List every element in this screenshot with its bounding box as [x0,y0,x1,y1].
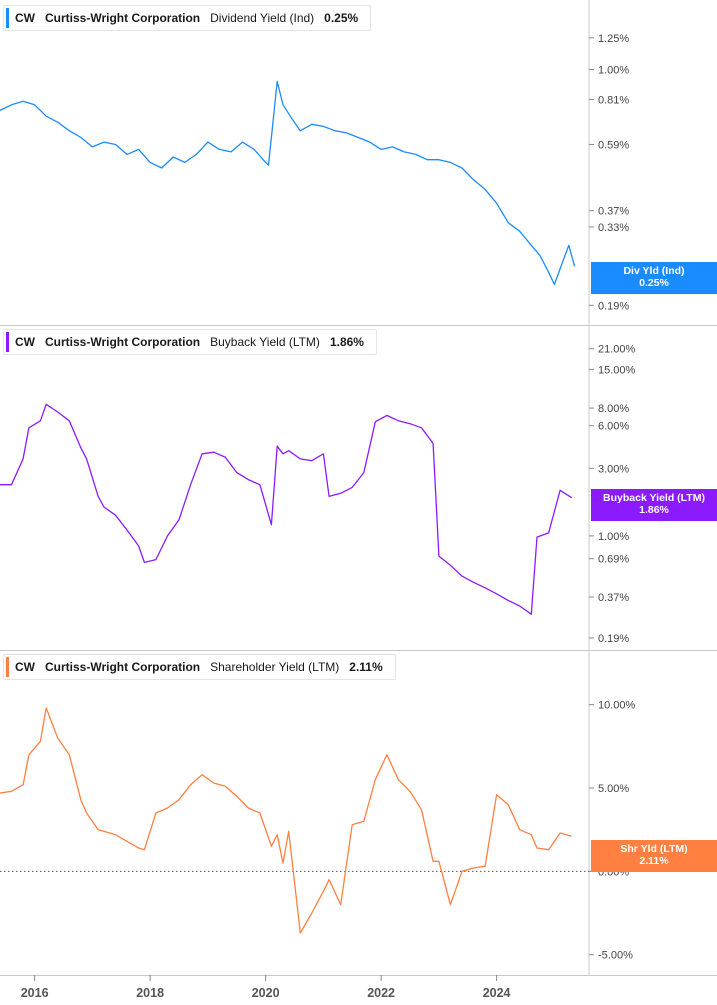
y-tick-label: 15.00% [598,364,636,376]
y-tick-label: -5.00% [598,950,633,962]
tag-label: Div Yld (Ind) [623,265,685,277]
legend-ticker: CW [15,335,35,349]
y-tick-label: 8.00% [598,403,629,415]
y-axis-ticks: 1.25% 1.00% 0.81% 0.59% 0.37% 0.33% 0.19% 21.00… [589,33,636,962]
y-tick-label: 6.00% [598,421,629,433]
y-tick-label: 0.69% [598,554,629,566]
legend-color-swatch [6,332,9,352]
y-tick-label: 0.37% [598,592,629,604]
y-tick-label: 3.00% [598,463,629,475]
legend-metric: Shareholder Yield (LTM) [210,660,340,674]
tag-value: 1.86% [639,504,669,516]
panel-grid [0,0,717,976]
x-tick-label: 2022 [367,986,395,1000]
dividend-yield-value-tag: Div Yld (Ind) 0.25% [591,262,717,294]
x-tick-label: 2018 [136,986,164,1000]
y-tick-label: 0.81% [598,94,629,106]
legend-color-swatch [6,657,9,677]
y-tick-label: 0.59% [598,139,629,151]
y-tick-label: 1.25% [598,33,629,45]
buyback-yield-value-tag: Buyback Yield (LTM) 1.86% [591,489,717,521]
legend-value: 1.86% [329,335,364,349]
series-line [0,403,573,615]
y-tick-label: 10.00% [598,700,636,712]
tag-label: Shr Yld (LTM) [620,843,688,855]
x-tick-label: 2020 [252,986,280,1000]
legend-ticker: CW [15,660,35,674]
tag-value: 2.11% [639,855,669,867]
y-tick-label: 0.19% [598,300,629,312]
y-tick-label: 0.19% [598,633,629,645]
y-tick-label: 21.00% [598,344,636,356]
y-tick-label: 0.33% [598,222,629,234]
legend-value: 0.25% [324,11,359,25]
legend-buyback-yield[interactable]: CW Curtiss-Wright Corporation Buyback Yi… [3,329,377,355]
tag-label: Buyback Yield (LTM) [603,492,705,504]
legend-ticker: CW [15,11,35,25]
x-tick-label: 2016 [21,986,49,1000]
series-lines [0,80,576,934]
series-line [0,707,572,934]
y-tick-label: 0.37% [598,206,629,218]
series-line [0,80,576,286]
x-tick-label: 2024 [483,986,511,1000]
legend-shareholder-yield[interactable]: CW Curtiss-Wright Corporation Shareholde… [3,654,396,680]
y-tick-label: 5.00% [598,783,629,795]
shareholder-yield-value-tag: Shr Yld (LTM) 2.11% [591,840,717,872]
legend-company: Curtiss-Wright Corporation [45,335,201,349]
y-tick-label: 1.00% [598,65,629,77]
legend-value: 2.11% [349,660,383,674]
legend-metric: Dividend Yield (Ind) [210,11,315,25]
legend-color-swatch [6,8,9,28]
legend-metric: Buyback Yield (LTM) [210,335,320,349]
legend-company: Curtiss-Wright Corporation [45,11,201,25]
x-axis: 2016 2018 2020 2022 2024 [21,975,511,1000]
y-tick-label: 1.00% [598,531,629,543]
legend-dividend-yield[interactable]: CW Curtiss-Wright Corporation Dividend Y… [3,5,372,31]
legend-company: Curtiss-Wright Corporation [45,660,201,674]
tag-value: 0.25% [639,277,669,289]
